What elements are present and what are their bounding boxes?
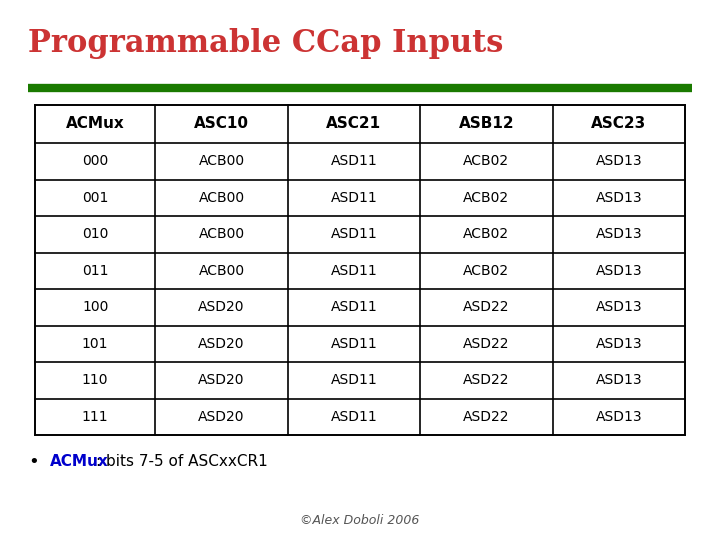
- Text: ACMux: ACMux: [66, 117, 125, 132]
- Text: ASD22: ASD22: [463, 373, 510, 387]
- Text: ASD11: ASD11: [330, 191, 377, 205]
- Text: ASD13: ASD13: [595, 410, 642, 424]
- Text: ©Alex Doboli 2006: ©Alex Doboli 2006: [300, 514, 420, 526]
- Text: ACB02: ACB02: [463, 227, 510, 241]
- Text: ACB02: ACB02: [463, 191, 510, 205]
- Text: ASB12: ASB12: [459, 117, 514, 132]
- Text: ASD11: ASD11: [330, 410, 377, 424]
- Text: ASD11: ASD11: [330, 264, 377, 278]
- Text: ASD13: ASD13: [595, 191, 642, 205]
- Text: ACMux: ACMux: [50, 455, 109, 469]
- Text: 000: 000: [82, 154, 108, 168]
- Text: ASD20: ASD20: [198, 300, 245, 314]
- Text: ASD13: ASD13: [595, 337, 642, 351]
- Text: 110: 110: [82, 373, 109, 387]
- Text: ASD20: ASD20: [198, 337, 245, 351]
- Text: ASD13: ASD13: [595, 154, 642, 168]
- Text: 111: 111: [82, 410, 109, 424]
- Text: : bits 7-5 of ASCxxCR1: : bits 7-5 of ASCxxCR1: [96, 455, 268, 469]
- Text: ASD11: ASD11: [330, 154, 377, 168]
- Text: ACB02: ACB02: [463, 154, 510, 168]
- Text: ASD20: ASD20: [198, 410, 245, 424]
- Text: 001: 001: [82, 191, 108, 205]
- Text: 100: 100: [82, 300, 108, 314]
- Text: ACB00: ACB00: [199, 227, 245, 241]
- Text: ASD11: ASD11: [330, 373, 377, 387]
- Text: ASD22: ASD22: [463, 337, 510, 351]
- Text: ASD11: ASD11: [330, 227, 377, 241]
- Text: 010: 010: [82, 227, 108, 241]
- Text: ACB02: ACB02: [463, 264, 510, 278]
- Text: ASC21: ASC21: [326, 117, 382, 132]
- Text: ACB00: ACB00: [199, 191, 245, 205]
- Text: ACB00: ACB00: [199, 154, 245, 168]
- Bar: [35, 105, 685, 435]
- Text: 011: 011: [82, 264, 109, 278]
- Text: •: •: [28, 453, 39, 471]
- Text: ASD13: ASD13: [595, 227, 642, 241]
- Text: ASD22: ASD22: [463, 410, 510, 424]
- Text: ASC23: ASC23: [591, 117, 647, 132]
- Text: ASD22: ASD22: [463, 300, 510, 314]
- Text: ASC10: ASC10: [194, 117, 249, 132]
- Text: Programmable CCap Inputs: Programmable CCap Inputs: [28, 28, 503, 59]
- Text: ASD20: ASD20: [198, 373, 245, 387]
- Text: ASD11: ASD11: [330, 300, 377, 314]
- Text: 101: 101: [82, 337, 109, 351]
- Text: ASD11: ASD11: [330, 337, 377, 351]
- Text: ASD13: ASD13: [595, 264, 642, 278]
- Text: ASD13: ASD13: [595, 300, 642, 314]
- Text: ACB00: ACB00: [199, 264, 245, 278]
- Text: ASD13: ASD13: [595, 373, 642, 387]
